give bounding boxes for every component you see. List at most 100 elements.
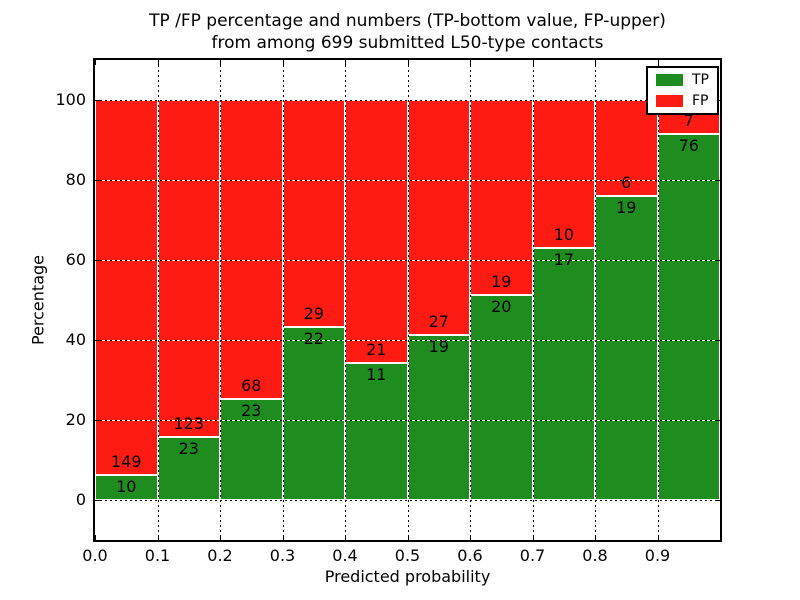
bar-segment-tp-0: [95, 474, 158, 500]
x-tickmark-top: [157, 60, 159, 65]
bar-segment-fp-0: [95, 100, 158, 475]
y-tickmark-left: [95, 180, 100, 181]
gridline-x-0.2: [220, 60, 221, 540]
bar-segment-fp-4: [345, 100, 408, 363]
bar-value-label-fp-6: 19: [491, 271, 512, 291]
y-tick-label-60: 60: [65, 250, 86, 269]
y-tickmark-right: [715, 420, 720, 421]
bar-segment-fp-1: [157, 100, 220, 437]
x-tickmark-top: [407, 60, 409, 65]
tp-color-swatch: [656, 74, 683, 86]
bar-segment-tp-6: [470, 294, 533, 500]
bar-segment-tp-4: [345, 362, 408, 500]
x-tickmark-bottom: [95, 535, 96, 540]
chart-title: TP /FP percentage and numbers (TP-bottom…: [95, 10, 720, 54]
bar-segment-fp-2: [220, 100, 283, 399]
x-tickmark-bottom: [220, 535, 221, 540]
bar-segment-fp-6: [470, 100, 533, 295]
bar-segment-tp-8: [595, 196, 658, 500]
x-tick-label-0.9: 0.9: [644, 546, 671, 565]
y-tickmark-right: [715, 500, 720, 501]
bar-segment-fp-3: [282, 100, 345, 328]
bar-segment-tp-7: [532, 248, 595, 500]
bar-value-label-fp-2: 68: [241, 375, 262, 395]
bar-segment-tp-9: [657, 133, 720, 500]
bar-segment-tp-3: [282, 327, 345, 500]
bar-value-label-fp-1: 123: [173, 413, 205, 433]
bar-value-label-tp-2: 23: [241, 400, 262, 420]
x-tick-label-0.4: 0.4: [332, 546, 358, 565]
bar-value-label-tp-7: 17: [553, 250, 574, 270]
x-tickmark-top: [595, 60, 596, 65]
gridline-x-0.3: [282, 60, 284, 540]
bar-segment-fp-5: [407, 100, 470, 335]
x-tickmark-top: [470, 60, 471, 65]
gridline-x-0.1: [157, 60, 159, 540]
y-tickmark-left: [95, 340, 100, 341]
x-tickmark-bottom: [595, 535, 596, 540]
bar-value-label-tp-6: 20: [491, 296, 512, 316]
bar-value-label-tp-3: 22: [303, 329, 324, 349]
bar-value-label-fp-0: 149: [110, 451, 142, 471]
y-tickmark-right: [715, 180, 720, 181]
gridline-x-0.5: [407, 60, 409, 540]
x-tickmark-bottom: [407, 535, 409, 540]
x-tickmark-bottom: [657, 535, 659, 540]
fp-color-swatch: [656, 95, 683, 107]
chart-title-line1: TP /FP percentage and numbers (TP-bottom…: [149, 11, 666, 31]
bar-value-label-tp-0: 10: [116, 476, 137, 496]
x-tickmark-top: [95, 60, 96, 65]
legend-label-fp: FP: [692, 93, 709, 109]
x-tickmark-bottom: [532, 535, 534, 540]
bar-value-label-fp-9: 7: [683, 110, 694, 130]
bar-value-label-tp-9: 76: [678, 135, 699, 155]
x-tick-label-0.3: 0.3: [269, 546, 296, 565]
x-tick-label-0.7: 0.7: [519, 546, 546, 565]
bar-value-label-fp-4: 21: [366, 339, 387, 359]
y-tick-label-20: 20: [65, 410, 86, 429]
x-tickmark-top: [657, 60, 659, 65]
legend-label-tp: TP: [692, 72, 709, 88]
x-tickmark-bottom: [345, 535, 346, 540]
chart-title-line2: from among 699 submitted L50-type contac…: [211, 33, 604, 53]
gridline-x-0.7: [532, 60, 534, 540]
y-tickmark-left: [95, 500, 100, 501]
x-tick-label-0.8: 0.8: [582, 546, 608, 565]
bar-value-label-tp-8: 19: [616, 198, 637, 217]
bar-value-label-tp-5: 19: [428, 336, 449, 356]
legend-item-tp: TP: [656, 73, 709, 87]
bar-segment-tp-1: [157, 436, 220, 500]
y-tickmark-right: [715, 340, 720, 341]
y-tick-label-40: 40: [65, 330, 86, 349]
x-tick-label-0.0: 0.0: [82, 546, 108, 565]
x-tickmark-top: [532, 60, 534, 65]
x-tickmark-top: [345, 60, 346, 65]
x-tick-label-0.5: 0.5: [394, 546, 421, 565]
x-tickmark-bottom: [157, 535, 159, 540]
y-tick-label-0: 0: [75, 490, 86, 509]
bar-value-label-fp-3: 29: [303, 304, 324, 324]
legend: TP FP: [646, 66, 719, 115]
gridline-x-0.8: [595, 60, 596, 540]
x-axis-label: Predicted probability: [324, 567, 491, 586]
bar-value-label-tp-4: 11: [366, 364, 387, 384]
bar-value-label-fp-5: 27: [428, 311, 449, 331]
bar-value-label-tp-1: 23: [178, 438, 199, 458]
gridline-x-0.6: [470, 60, 471, 540]
x-tick-label-0.1: 0.1: [144, 546, 171, 565]
y-tick-label-80: 80: [65, 170, 86, 189]
y-tickmark-left: [95, 100, 100, 101]
plot-area: TP FP 149 10 123 23 68 23 29 22 21 11 27 19 19 20 10 17 6…: [93, 58, 722, 542]
x-tick-label-0.6: 0.6: [457, 546, 483, 565]
bar-value-label-fp-8: 6: [621, 173, 632, 192]
x-tickmark-bottom: [470, 535, 471, 540]
legend-item-fp: FP: [656, 94, 709, 108]
y-tickmark-right: [715, 260, 720, 261]
x-tickmark-bottom: [282, 535, 284, 540]
x-tickmark-top: [220, 60, 221, 65]
y-tickmark-left: [95, 420, 100, 421]
y-tick-label-100: 100: [55, 90, 86, 109]
gridline-x-0.9: [657, 60, 659, 540]
x-tickmark-top: [282, 60, 284, 65]
